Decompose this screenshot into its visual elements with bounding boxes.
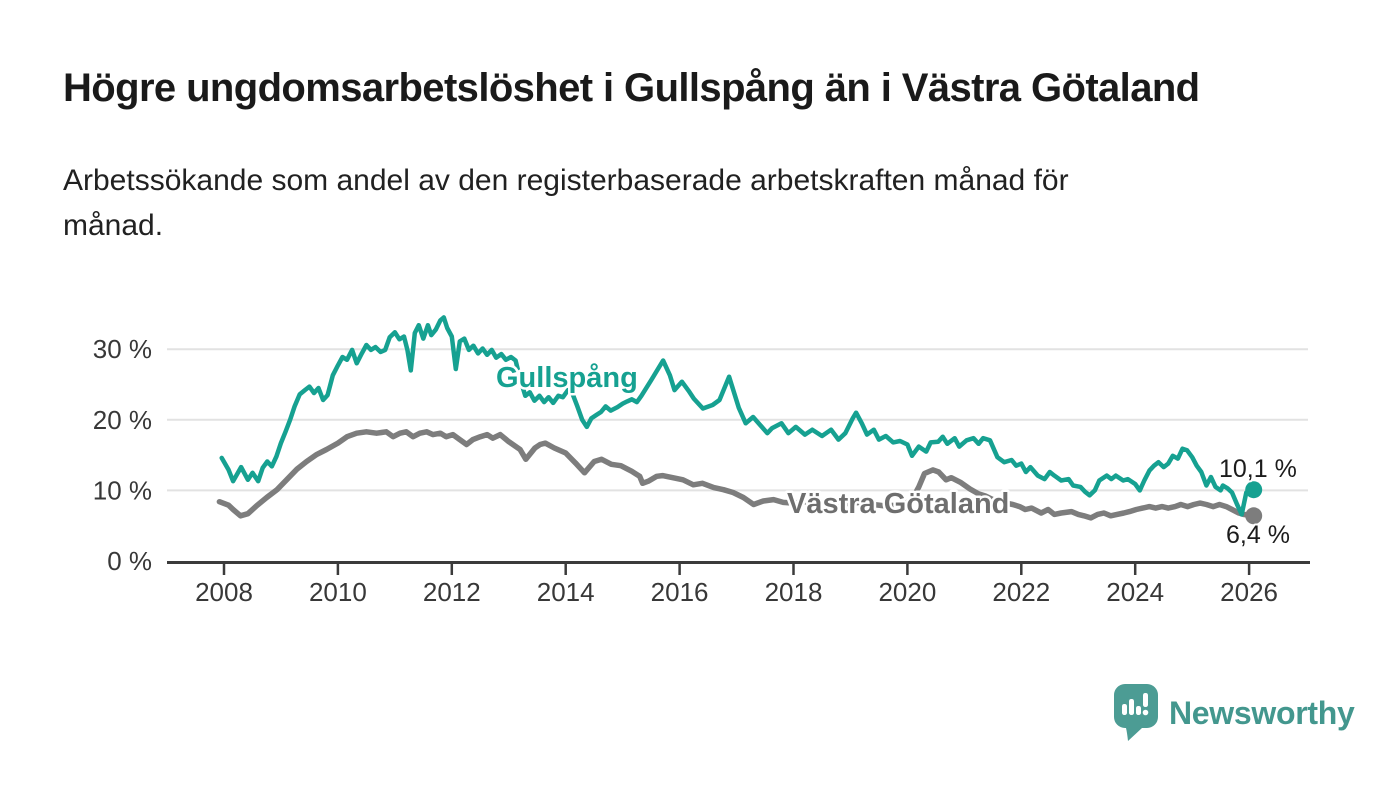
y-axis-label: 30 % [93,334,152,364]
x-axis-label: 2016 [651,577,709,607]
y-axis-label: 0 % [107,546,152,576]
page-title: Högre ungdomsarbetslöshet i Gullspång än… [63,66,1200,110]
series-line-1 [216,429,1257,521]
chart-subtitle: Arbetssökande som andel av den registerb… [63,158,1069,248]
series-end-dot-0 [1245,481,1263,499]
newsworthy-logo-icon [1114,684,1158,741]
series-label-0: Gullspång [496,362,638,394]
series-end-label-1: 6,4 % [1226,521,1290,549]
x-axis-label: 2018 [765,577,823,607]
series-end-label-0: 10,1 % [1219,455,1297,483]
x-axis-label: 2022 [992,577,1050,607]
x-axis-label: 2026 [1220,577,1278,607]
series-line-0 [219,315,1256,517]
x-axis-label: 2008 [195,577,253,607]
series-end-dot-1 [1245,507,1263,525]
y-axis-label: 20 % [93,405,152,435]
y-axis-label: 10 % [93,475,152,505]
x-axis-label: 2024 [1106,577,1164,607]
x-axis-label: 2012 [423,577,481,607]
x-axis-label: 2020 [878,577,936,607]
series-label-1: Västra Götaland [787,488,1009,520]
brand-footer: Newsworthy [1114,684,1355,742]
subtitle-line-1: Arbetssökande som andel av den registerb… [63,164,1069,197]
subtitle-line-2: månad. [63,209,164,242]
brand-name: Newsworthy [1169,694,1355,731]
x-axis-label: 2014 [537,577,595,607]
x-axis-label: 2010 [309,577,367,607]
